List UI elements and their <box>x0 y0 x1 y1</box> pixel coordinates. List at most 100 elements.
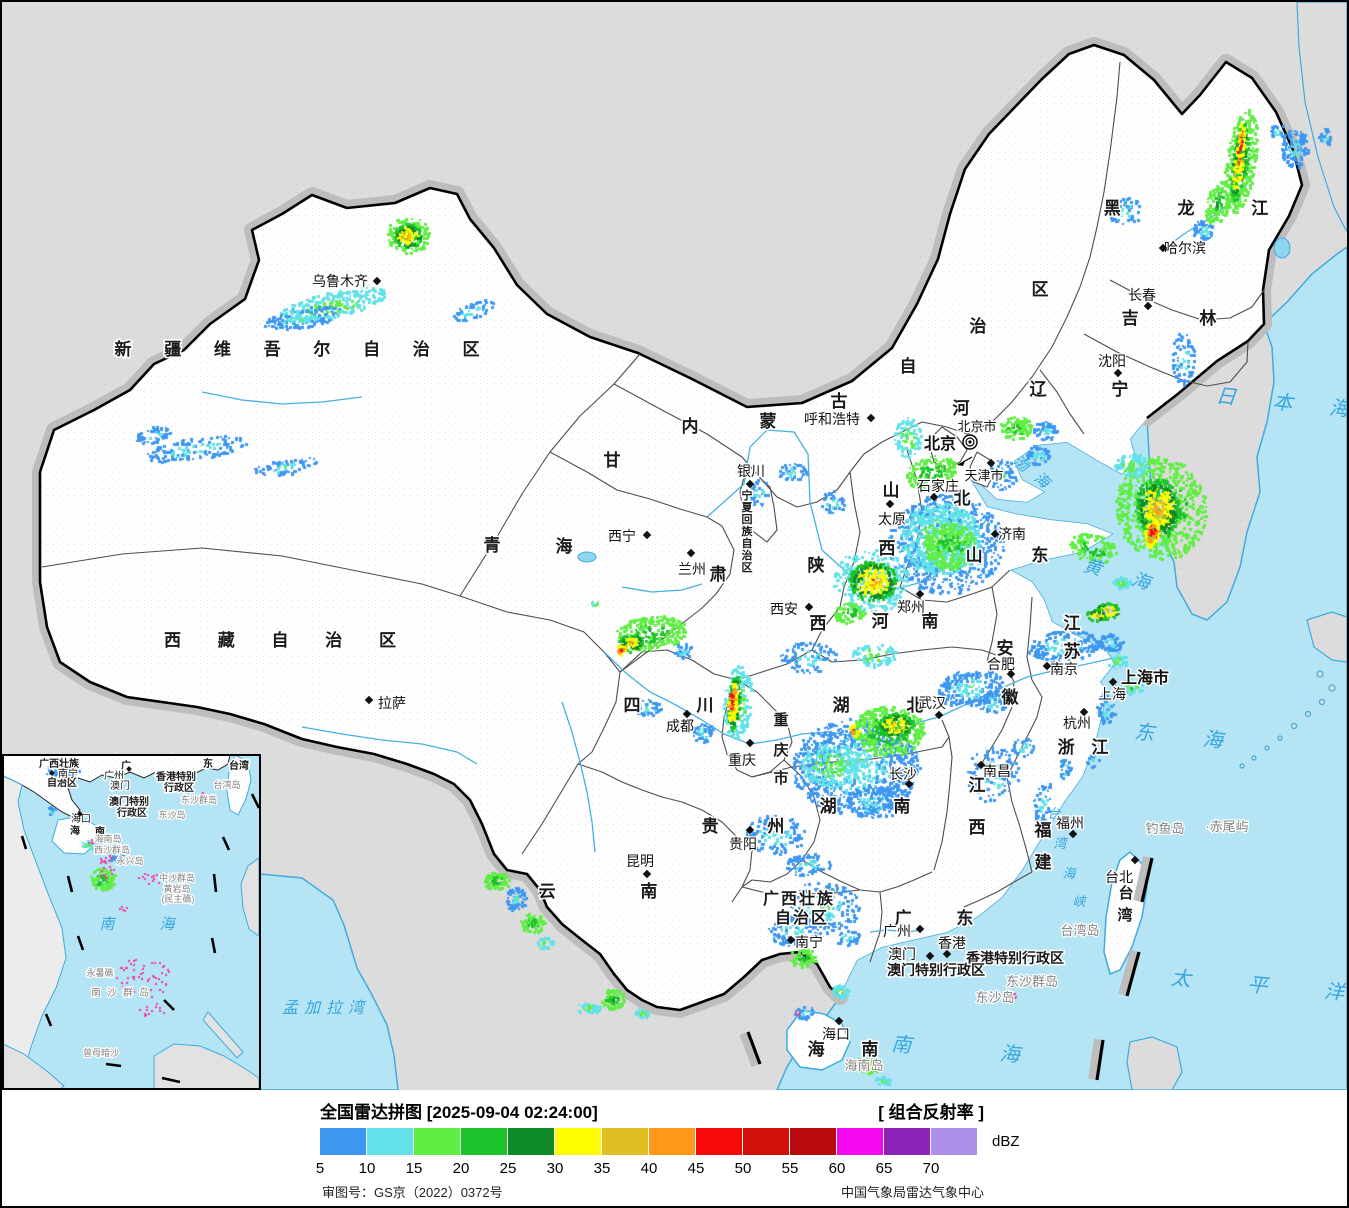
province-label: 西 <box>969 818 986 837</box>
scale-tick-50: 50 <box>734 1160 752 1177</box>
province-label: 市 <box>773 769 788 787</box>
inset-label: 南 <box>95 825 105 838</box>
province-label: 西 <box>879 539 896 558</box>
inset-label: 海 <box>159 916 176 933</box>
province-label: 自治区 <box>775 908 829 927</box>
province-label: 族 <box>742 524 754 538</box>
island-label: ·赤尾屿 <box>1205 819 1248 834</box>
sea-label: 渤 海 <box>1010 453 1057 495</box>
city-marker <box>929 492 939 502</box>
city-label: 石家庄 <box>917 478 959 494</box>
city-label: 武汉 <box>918 695 946 711</box>
inset-dash-3 <box>66 875 74 893</box>
province-label: 福 <box>1034 820 1052 840</box>
province-label: 湾 <box>1117 906 1132 924</box>
sea-label: 海 <box>1062 866 1077 881</box>
city-marker <box>942 949 952 959</box>
province-label: 江 <box>969 776 986 795</box>
city-label: 北京市 <box>957 419 996 434</box>
province-label: 宁 <box>742 488 753 502</box>
city-label: 沈阳 <box>1098 353 1126 369</box>
province-label: 云 南 <box>539 881 698 901</box>
province-label: 建 <box>1035 852 1052 872</box>
inset-dash-10 <box>161 1076 181 1084</box>
city-marker <box>925 951 935 961</box>
inset-label: 行政区 <box>163 781 194 794</box>
province-label: 自 <box>900 356 917 376</box>
tianjin-leader-arrowhead <box>958 461 965 466</box>
city-marker <box>745 479 755 489</box>
province-label: 新 疆 维 吾 尔 自 治 区 <box>114 339 493 359</box>
province-label: 海 南 <box>808 1039 895 1059</box>
province-label: 治 <box>742 548 753 562</box>
scale-tick-20: 20 <box>452 1160 470 1177</box>
city-label: 海口 <box>822 1026 850 1042</box>
city-marker <box>642 530 652 540</box>
island-label: 钓鱼岛 <box>1145 821 1184 836</box>
boundary-dash-0-shadow <box>1133 856 1152 902</box>
city-label: 南昌 <box>983 763 1011 779</box>
inset-label: 海南岛 <box>94 833 121 844</box>
inset-label: 永暑礁 <box>86 967 113 978</box>
inset-label: 台湾 <box>229 759 249 772</box>
city-marker <box>642 869 652 879</box>
island-label: 东沙群岛 <box>1006 974 1058 989</box>
inset-label: 自治区 <box>47 776 77 789</box>
province-label: 古 <box>831 391 848 411</box>
scale-segment-50 <box>743 1128 790 1155</box>
city-marker <box>745 738 755 748</box>
city-label: 南京 <box>1050 661 1078 677</box>
inset-dash-7 <box>44 1013 53 1027</box>
inset-label: 广州 <box>104 770 124 782</box>
province-label: 香港特别行政区 <box>965 950 1064 966</box>
island-label: 台湾岛 <box>1060 923 1099 938</box>
province-label: 北 <box>954 489 971 508</box>
boundary-dash-1 <box>1125 951 1141 997</box>
city-label: 银川 <box>737 463 765 479</box>
province-label: 区 <box>742 561 753 574</box>
scale-tick-15: 15 <box>405 1160 423 1177</box>
scale-tick-30: 30 <box>546 1160 564 1177</box>
sea-label: 峡 <box>1072 894 1087 909</box>
inset-city-marker <box>49 770 55 776</box>
inset-label: 香港特别 <box>156 770 196 783</box>
dbz-unit-label: dBZ <box>992 1133 1020 1150</box>
scale-segment-35 <box>602 1128 649 1155</box>
province-label: 贵 州 <box>702 816 807 836</box>
inset-label: 东 <box>203 757 213 770</box>
city-label: 乌鲁木齐 <box>312 273 368 289</box>
sea-label: 南 海 <box>890 1034 1062 1071</box>
province-label: 徽 <box>1001 687 1020 707</box>
scale-tick-45: 45 <box>687 1160 705 1177</box>
inset-dash-2 <box>212 873 218 893</box>
sea-label: 太 平 洋 <box>1170 967 1347 1006</box>
city-marker <box>786 935 796 945</box>
city-marker <box>986 458 996 468</box>
scale-segment-55 <box>790 1128 837 1155</box>
province-label: 吉 林 <box>1122 308 1245 328</box>
inset-label: 海 <box>70 824 80 837</box>
inset-dash-8 <box>105 1062 122 1068</box>
inset-label: 广西壮族 <box>39 757 80 770</box>
scale-segment-60 <box>837 1128 884 1155</box>
inset-label: 南沙群岛 <box>91 986 155 999</box>
product-label: [ 组合反射率 ] <box>878 1103 984 1122</box>
province-label: 治 <box>970 316 987 336</box>
island-label: 东沙岛 <box>975 990 1014 1005</box>
city-label: 重庆 <box>728 752 756 768</box>
city-label: 哈尔滨 <box>1164 240 1206 256</box>
scale-tick-65: 65 <box>875 1160 893 1177</box>
province-label: 青 <box>484 535 501 555</box>
scale-tick-25: 25 <box>499 1160 517 1177</box>
province-label: 台 <box>1118 884 1133 902</box>
inset-label: 澳门 <box>110 779 130 792</box>
scale-segment-30 <box>555 1128 602 1155</box>
scale-segment-45 <box>696 1128 743 1155</box>
china-radar-map: 黑 龙 江吉 林辽 宁内蒙古自治区新 疆 维 吾 尔 自 治 区西 藏 自 治 … <box>2 2 1347 1090</box>
city-label: 兰州 <box>678 561 706 577</box>
city-label: 郑州 <box>897 599 925 615</box>
scale-tick-60: 60 <box>828 1160 846 1177</box>
city-label: 澳门 <box>888 946 916 962</box>
city-marker <box>686 548 696 558</box>
